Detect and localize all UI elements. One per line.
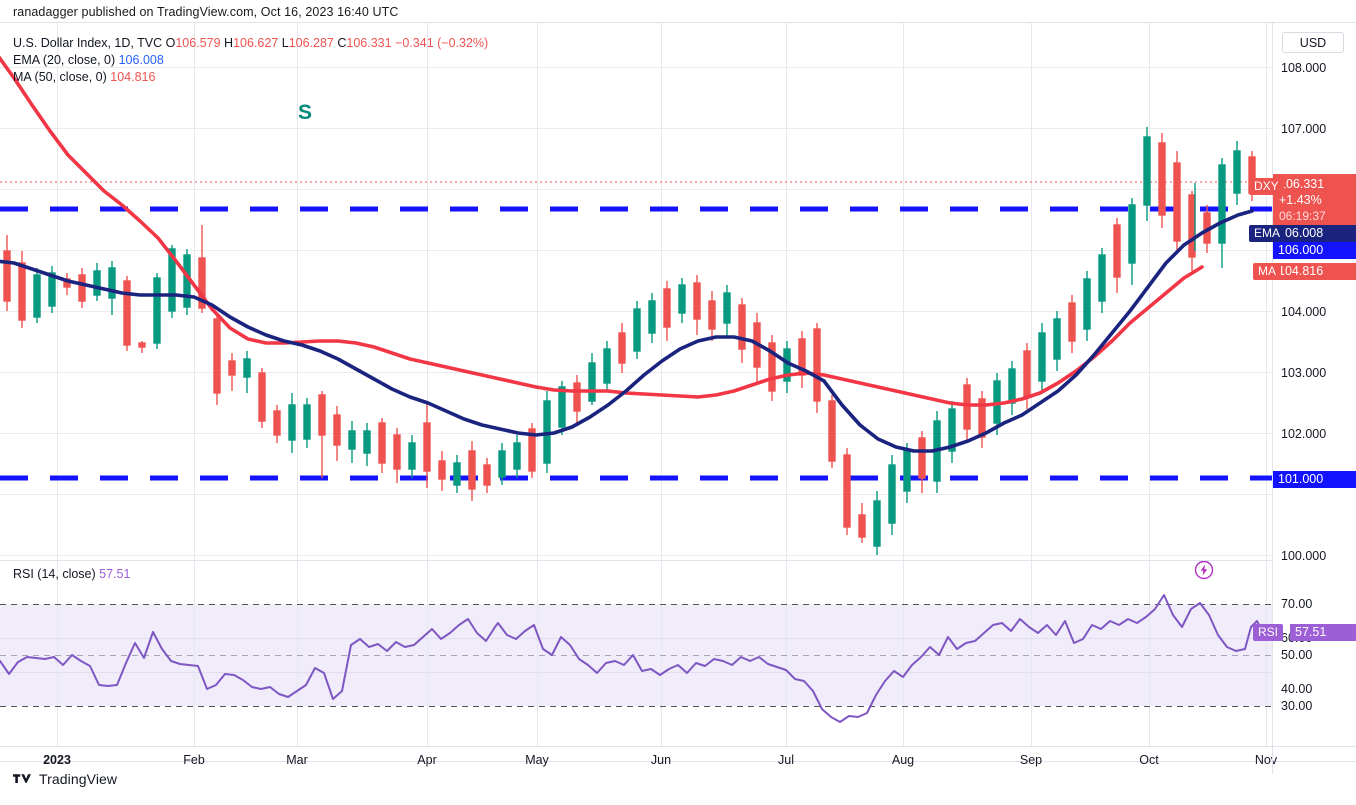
dxy-series-badge[interactable]: DXY [1249,178,1284,195]
price-tick-107: 107.000 [1281,122,1327,136]
dxy-price-tag[interactable]: 106.331 +1.43% 06:19:37 [1273,174,1356,226]
price-pane[interactable]: U.S. Dollar Index, 1D, TVC O106.579 H106… [0,23,1272,560]
tradingview-wordmark: TradingView [39,771,118,787]
dxy-bar-countdown: 06:19:37 [1279,209,1326,223]
lightning-bolt-icon[interactable] [1194,560,1214,580]
price-tick-108: 108.000 [1281,61,1327,75]
time-label-feb: Feb [183,753,205,767]
legend-open-value: 106.579 [175,36,221,50]
rsi-legend-value: 57.51 [99,567,131,581]
time-label-oct: Oct [1139,753,1159,767]
dxy-price-value: 106.331 [1279,177,1325,191]
legend-ema-label: EMA (20, close, 0) [13,53,116,67]
time-axis[interactable]: 2023 Feb Mar Apr May Jun Jul Aug Sep Oct… [0,746,1356,774]
rsi-value-tag[interactable]: 57.51 [1290,624,1356,641]
time-label-jun: Jun [650,753,672,767]
legend-symbol: U.S. Dollar Index, 1D, TVC [13,36,163,50]
dxy-change-percent: +1.43% [1279,193,1322,207]
time-label-apr: Apr [417,753,437,767]
pane-separator [0,560,1356,561]
legend-change: −0.341 (−0.32%) [395,36,489,50]
legend-ma-value: 104.816 [110,70,156,84]
price-tick-102: 102.000 [1281,427,1327,441]
time-label-2023: 2023 [43,753,71,767]
rsi-tick-30: 30.00 [1281,699,1313,713]
rsi-legend: RSI (14, close) 57.51 [13,567,130,581]
legend-high-label: H [224,36,234,50]
time-label-jul: Jul [778,753,794,767]
rsi-pane-canvas [0,561,1272,746]
ema-series-badge[interactable]: EMA [1249,225,1286,242]
price-legend: U.S. Dollar Index, 1D, TVC O106.579 H106… [13,35,488,86]
ema-20-line [0,209,1254,453]
rsi-pane[interactable]: RSI (14, close) 57.51 [0,561,1272,746]
tradingview-logo: TradingView [13,771,117,787]
rsi-series-badge[interactable]: RSI [1253,624,1284,641]
legend-open-label: O [165,36,176,50]
rsi-legend-label: RSI (14, close) [13,567,96,581]
rsi-line [0,594,1264,723]
rsi-tick-40: 40.00 [1281,682,1313,696]
price-tick-103: 103.000 [1281,366,1327,380]
chart-frame: U.S. Dollar Index, 1D, TVC O106.579 H106… [0,22,1356,774]
ema-price-tag[interactable]: 106.008 [1273,225,1356,242]
publish-credit: ranadagger published on TradingView.com,… [13,5,399,19]
legend-high-value: 106.627 [233,36,279,50]
price-pane-canvas [0,23,1272,560]
price-tick-100: 100.000 [1281,549,1327,563]
candlestick-series [3,127,1256,555]
tradingview-mark-icon [13,774,31,783]
currency-selector[interactable]: USD [1282,32,1344,53]
legend-symbol-row: U.S. Dollar Index, 1D, TVC O106.579 H106… [13,35,488,52]
time-label-mar: Mar [286,753,308,767]
rsi-tick-70: 70.00 [1281,597,1313,611]
legend-low-value: 106.287 [288,36,334,50]
price-tick-104: 104.000 [1281,305,1327,319]
legend-ema-row: EMA (20, close, 0) 106.008 [13,52,488,69]
rsi-tick-50: 50.00 [1281,648,1313,662]
level-106-tag[interactable]: 106.000 [1273,242,1356,259]
time-label-sep: Sep [1019,753,1043,767]
time-label-may: May [525,753,549,767]
level-101-tag[interactable]: 101.000 [1273,471,1356,488]
ma-series-badge[interactable]: MA [1253,263,1281,280]
legend-ma-row: MA (50, close, 0) 104.816 [13,69,488,86]
time-label-nov: Nov [1254,753,1278,767]
s-annotation-marker: S [298,101,313,124]
time-label-aug: Aug [891,753,915,767]
legend-close-value: 106.331 [346,36,392,50]
legend-ma-label: MA (50, close, 0) [13,70,107,84]
time-axis-divider [1272,747,1273,774]
legend-ema-value: 106.008 [118,53,164,67]
ma-price-tag[interactable]: 104.816 [1273,263,1356,280]
legend-low-label: L [281,36,289,50]
legend-close-label: C [337,36,347,50]
ma-50-line [0,55,1204,407]
